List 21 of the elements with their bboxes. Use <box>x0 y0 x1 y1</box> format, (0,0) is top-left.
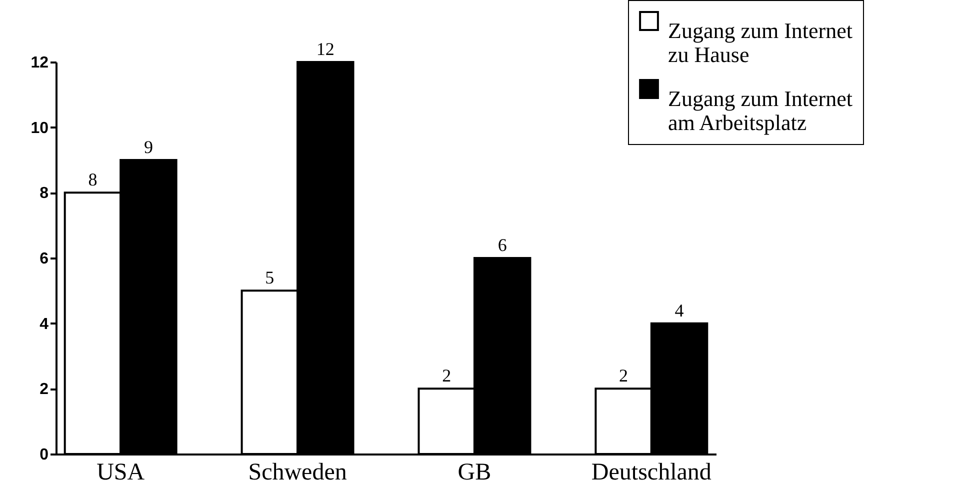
data-label: 2 <box>619 366 628 386</box>
data-label: 5 <box>265 268 274 288</box>
y-tick-label: 4 <box>40 316 49 333</box>
y-tick-label: 12 <box>30 54 49 72</box>
y-tick-label: 2 <box>40 381 49 398</box>
data-label: 9 <box>144 137 153 157</box>
data-label: 6 <box>498 235 507 255</box>
data-label: 2 <box>442 366 452 386</box>
data-label: 4 <box>674 300 684 320</box>
y-tick-label: 8 <box>40 185 49 202</box>
legend-label: Zugang zum Internet am Arbeitsplatz <box>668 86 852 135</box>
data-label: 8 <box>88 170 98 190</box>
x-tick-label: USA <box>96 460 146 486</box>
y-tick-label: 10 <box>30 120 49 137</box>
data-label: 12 <box>316 39 334 59</box>
y-tick-label: 6 <box>40 250 49 268</box>
legend-label: Zugang zum Internet zu Hause <box>668 18 852 67</box>
x-tick-label: Schweden <box>248 460 347 486</box>
y-tick-label: 0 <box>40 446 49 464</box>
x-tick-label: Deutschland <box>591 460 712 486</box>
x-tick-label: GB <box>458 460 492 486</box>
